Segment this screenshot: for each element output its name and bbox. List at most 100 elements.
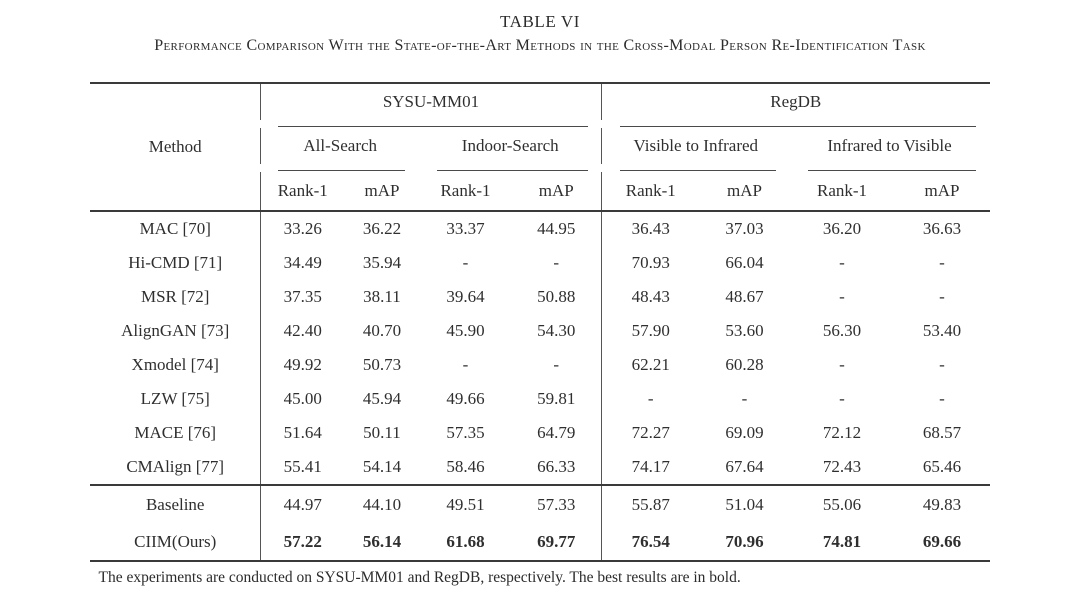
- value-cell: 56.30: [822, 321, 862, 340]
- value-cell: 53.60: [725, 321, 764, 340]
- value-cell: 70.93: [601, 246, 700, 280]
- value-cell: 37.35: [259, 280, 345, 314]
- dataset-header-regdb: RegDB: [601, 83, 990, 120]
- table-body: MAC [70] 33.26 36.22 33.37 44.95 36.43 37.03 36…: [90, 211, 990, 561]
- value-cell: 70.96: [725, 531, 764, 551]
- value-cell: 50.88: [537, 287, 576, 306]
- value-cell: 68.57: [922, 423, 962, 442]
- value-cell: 74.81: [822, 531, 862, 551]
- metric-header: mAP: [894, 172, 990, 212]
- value-cell: 74.17: [601, 450, 700, 485]
- value-cell: 36.63: [922, 219, 962, 238]
- value-cell: 49.92: [259, 348, 345, 382]
- value-cell: 69.77: [537, 531, 576, 551]
- value-cell: 65.46: [922, 457, 962, 476]
- value-cell: -: [462, 355, 469, 374]
- value-cell: 48.67: [725, 287, 764, 306]
- table-row: MACE [76] 51.64 50.11 57.35 64.79 72.27 69.09 7…: [90, 416, 989, 450]
- group-underline: [619, 122, 976, 127]
- value-cell: 69.09: [725, 423, 764, 442]
- table-row: AlignGAN [73] 42.40 40.70 45.90 54.30 57.90 53…: [90, 314, 989, 348]
- value-cell: 57.90: [601, 314, 700, 348]
- table-row: CMAlign [77] 55.41 54.14 58.46 66.33 74.17 67.…: [90, 450, 989, 485]
- value-cell: 35.94: [362, 253, 402, 272]
- value-cell: 55.06: [789, 484, 895, 523]
- value-cell: 49.51: [419, 484, 512, 523]
- value-cell: 51.64: [259, 416, 345, 450]
- subgroup-header-infrared-to-visible: Infrared to Visible: [827, 136, 952, 155]
- metric-header: Rank-1: [259, 172, 345, 212]
- value-cell: 59.81: [537, 389, 576, 408]
- method-cell: Baseline: [90, 484, 261, 523]
- dataset-header-sysu: SYSU-MM01: [259, 83, 602, 120]
- value-cell: -: [939, 355, 945, 374]
- value-cell: 66.04: [725, 253, 764, 272]
- value-cell: 56.14: [362, 531, 402, 551]
- table-row: Hi-CMD [71] 34.49 35.94 - - 70.93 66.04 - -: [90, 246, 989, 280]
- table-number: TABLE VI: [499, 12, 581, 31]
- subgroup-header-indoor-search: Indoor-Search: [461, 136, 559, 155]
- value-cell: 57.35: [446, 423, 485, 442]
- value-cell: -: [939, 253, 945, 272]
- value-cell: 53.40: [922, 321, 962, 340]
- value-cell: 76.54: [601, 523, 700, 561]
- method-cell: AlignGAN [73]: [121, 321, 230, 340]
- value-cell: 36.43: [601, 211, 700, 246]
- value-cell: 55.87: [601, 484, 700, 523]
- value-cell: -: [939, 287, 945, 306]
- value-cell: 38.11: [363, 287, 401, 306]
- value-cell: 60.28: [725, 355, 764, 374]
- metric-header: Rank-1: [789, 172, 895, 212]
- value-cell: 40.70: [362, 321, 402, 340]
- method-cell: CMAlign [77]: [126, 457, 225, 476]
- subgroup-underline: [437, 166, 588, 171]
- value-cell: 36.22: [362, 219, 402, 238]
- value-cell: 49.66: [446, 389, 485, 408]
- value-cell: -: [939, 389, 945, 408]
- value-cell: 48.43: [601, 280, 700, 314]
- results-table: Method SYSU-MM01 RegDB All-Search Indoor…: [90, 82, 990, 562]
- value-cell: -: [839, 355, 845, 374]
- method-cell: CIIM(Ours): [134, 531, 217, 551]
- value-cell: 33.37: [446, 219, 485, 238]
- table-header: Method SYSU-MM01 RegDB All-Search Indoor…: [90, 83, 990, 212]
- value-cell: 57.33: [511, 484, 602, 523]
- value-cell: -: [839, 287, 845, 306]
- table-caption: TABLE VI Performance Comparison With the…: [0, 0, 1080, 55]
- method-cell: LZW [75]: [140, 389, 210, 408]
- value-cell: 45.94: [362, 389, 402, 408]
- method-cell: MSR [72]: [140, 287, 210, 306]
- value-cell: 54.14: [362, 457, 402, 476]
- value-cell: 54.30: [537, 321, 576, 340]
- value-cell: 45.00: [259, 382, 345, 416]
- value-cell: -: [839, 389, 845, 408]
- value-cell: 36.20: [822, 219, 862, 238]
- value-cell: 49.83: [894, 484, 990, 523]
- method-cell: Xmodel [74]: [131, 355, 219, 374]
- subgroup-underline: [619, 166, 776, 171]
- table-row: Xmodel [74] 49.92 50.73 - - 62.21 60.28 - -: [90, 348, 989, 382]
- value-cell: 64.79: [537, 423, 576, 442]
- table-row: LZW [75] 45.00 45.94 49.66 59.81 - - - -: [90, 382, 989, 416]
- metric-header: mAP: [344, 172, 420, 212]
- value-cell: 57.22: [259, 523, 345, 561]
- table-row: MSR [72] 37.35 38.11 39.64 50.88 48.43 48.67 - -: [90, 280, 989, 314]
- table-row: MAC [70] 33.26 36.22 33.37 44.95 36.43 37.03 36…: [90, 211, 989, 246]
- method-column-header: Method: [90, 83, 261, 212]
- value-cell: 55.41: [259, 450, 345, 485]
- value-cell: -: [741, 389, 748, 408]
- table-row: CIIM(Ours) 57.22 56.14 61.68 69.77 76.54 70.96…: [90, 523, 989, 561]
- value-cell: 34.49: [259, 246, 345, 280]
- value-cell: -: [553, 253, 560, 272]
- value-cell: 69.66: [922, 531, 962, 551]
- value-cell: -: [553, 355, 560, 374]
- value-cell: 42.40: [259, 314, 345, 348]
- value-cell: 44.95: [537, 219, 576, 238]
- subgroup-header-visible-to-infrared: Visible to Infrared: [601, 128, 790, 164]
- value-cell: 50.73: [362, 355, 402, 374]
- method-cell: MAC [70]: [139, 219, 211, 238]
- value-cell: 72.27: [601, 416, 700, 450]
- value-cell: -: [839, 253, 845, 272]
- value-cell: 66.33: [537, 457, 576, 476]
